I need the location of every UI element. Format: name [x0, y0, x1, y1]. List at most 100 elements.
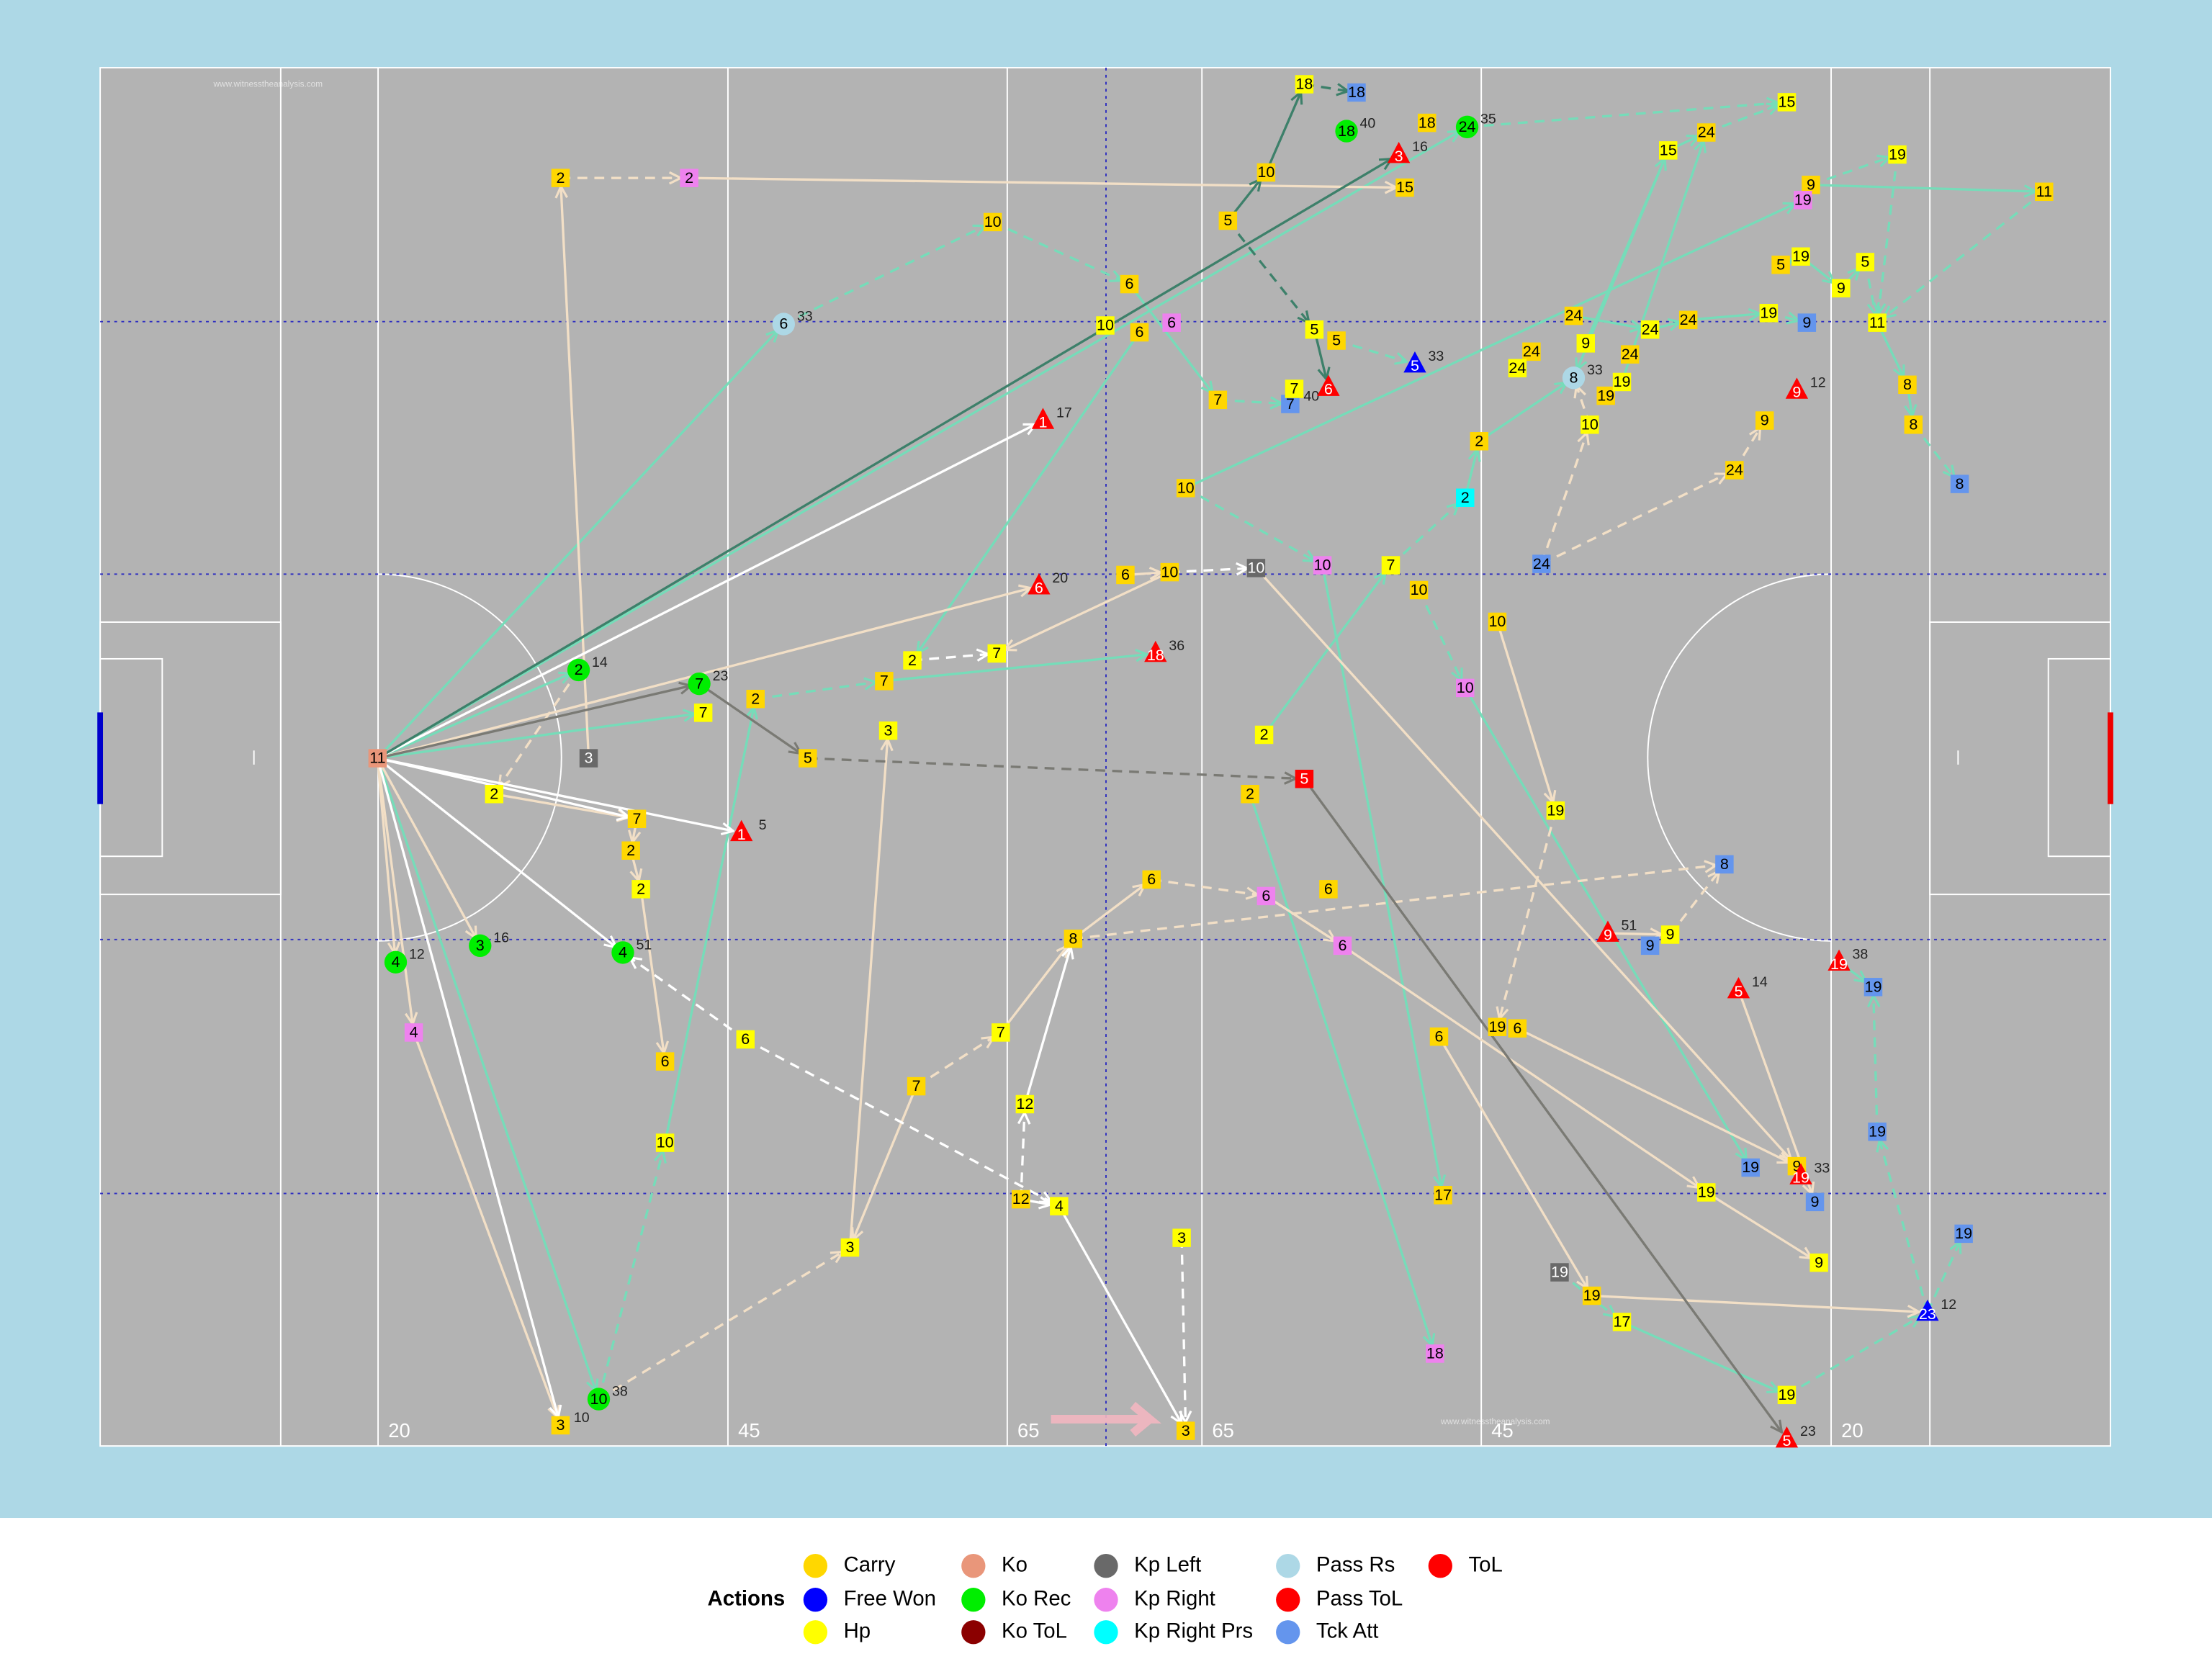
event-marker — [627, 809, 647, 828]
event: 3 16 — [1387, 139, 1428, 165]
event: 19 — [1550, 1263, 1569, 1282]
event-marker — [1096, 316, 1115, 335]
event-label: 2 — [685, 168, 693, 186]
event-label: 18 — [1147, 646, 1164, 664]
event-marker — [469, 934, 492, 958]
link-arrow — [1621, 1321, 1779, 1392]
event: 19 — [1741, 1158, 1760, 1177]
event: 10 — [1256, 163, 1276, 182]
event: 9 — [1660, 925, 1680, 944]
link-arrow — [1912, 423, 1954, 477]
event-label: 10 — [1314, 556, 1331, 574]
event: 5 23 — [1775, 1424, 1816, 1449]
event-label: 19 — [1889, 145, 1906, 163]
event-marker — [1327, 331, 1346, 350]
event: 19 — [1863, 977, 1883, 997]
distance-label: 20 — [388, 1419, 410, 1442]
event-tag: 33 — [1814, 1160, 1830, 1176]
event: 10 — [983, 212, 1002, 232]
event: 6 — [1116, 565, 1135, 585]
event-label: 18 — [1419, 113, 1436, 131]
event-label: 19 — [1614, 372, 1631, 390]
event: 19 — [1488, 1017, 1507, 1037]
arc — [1647, 573, 1832, 942]
event-label: 9 — [1837, 279, 1845, 297]
event-marker — [1582, 1286, 1601, 1305]
event: 19 — [1596, 386, 1615, 405]
event: 19 — [1954, 1224, 1973, 1244]
event: 3 — [840, 1238, 860, 1257]
event-label: 19 — [1760, 303, 1777, 321]
link-arrow — [1478, 382, 1566, 443]
link-arrow — [1184, 487, 1316, 561]
event-marker — [368, 749, 387, 768]
link-arrow — [630, 958, 747, 1040]
event-label: 5 — [1411, 356, 1419, 374]
legend-swatch — [961, 1554, 986, 1578]
event-label: 9 — [1792, 1156, 1801, 1174]
link-arrow — [1467, 103, 1779, 129]
event-label: 19 — [1597, 386, 1614, 404]
event-marker — [1172, 1228, 1191, 1247]
link-arrow — [1390, 503, 1459, 567]
event-label: 10 — [1177, 479, 1195, 497]
event-tag: 23 — [1800, 1424, 1816, 1439]
event-tag: 23 — [713, 668, 729, 684]
event-tag: 36 — [1169, 638, 1184, 654]
link-arrow — [917, 331, 1141, 654]
event-label: 24 — [1680, 310, 1697, 328]
event: 8 33 — [1562, 362, 1603, 390]
event-label: 3 — [845, 1238, 854, 1256]
event-label: 5 — [1782, 1431, 1791, 1449]
event-label: 4 — [619, 943, 627, 961]
event-marker — [1697, 1183, 1716, 1202]
event-label: 3 — [585, 749, 593, 767]
event: 18 — [1295, 75, 1314, 94]
event-marker — [1456, 678, 1475, 698]
event-label: 10 — [1488, 612, 1506, 630]
event-label: 2 — [637, 880, 645, 898]
event-label: 4 — [392, 953, 400, 971]
event: 24 — [1678, 310, 1698, 330]
link-arrow — [1541, 474, 1727, 565]
event-marker — [1456, 488, 1475, 507]
event-marker — [1455, 115, 1479, 139]
distance-label: 20 — [1841, 1419, 1863, 1442]
event-label: 6 — [1324, 880, 1333, 898]
event-marker — [1050, 1197, 1069, 1215]
event: 19 — [1759, 303, 1779, 323]
event-label: 1 — [737, 825, 746, 843]
link-arrow — [377, 757, 733, 831]
event-marker — [1317, 374, 1340, 396]
event: 24 — [1697, 123, 1716, 142]
event-label: 5 — [804, 749, 812, 767]
link-arrow — [1169, 568, 1247, 572]
event-label: 6 — [1035, 578, 1043, 596]
event-label: 7 — [912, 1076, 921, 1094]
event-label: 5 — [1332, 331, 1341, 349]
event: 10 — [1488, 612, 1507, 631]
event-label: 10 — [657, 1133, 674, 1151]
event-tag: 33 — [1428, 349, 1444, 364]
event: 6 — [655, 1052, 675, 1071]
link-arrow — [1540, 433, 1587, 565]
event: 4 — [1050, 1197, 1069, 1215]
event-label: 19 — [1792, 247, 1809, 265]
event-label: 19 — [1792, 1169, 1809, 1187]
event-marker — [1612, 1313, 1632, 1331]
event-label: 19 — [1830, 955, 1848, 973]
link-arrow — [1004, 571, 1171, 650]
event-marker — [1333, 936, 1352, 956]
event: 23 12 — [1916, 1297, 1956, 1323]
event: 5 14 — [1727, 974, 1768, 1000]
event: 3 10 — [551, 1410, 590, 1435]
event-marker — [1256, 886, 1276, 906]
event-label: 2 — [575, 660, 583, 678]
link-arrow — [597, 1151, 662, 1400]
legend-label: Pass ToL — [1316, 1586, 1403, 1610]
link-arrow — [884, 655, 1147, 683]
event-label: 9 — [1646, 936, 1655, 954]
event-marker — [655, 1052, 675, 1071]
event-marker — [1775, 1426, 1799, 1448]
